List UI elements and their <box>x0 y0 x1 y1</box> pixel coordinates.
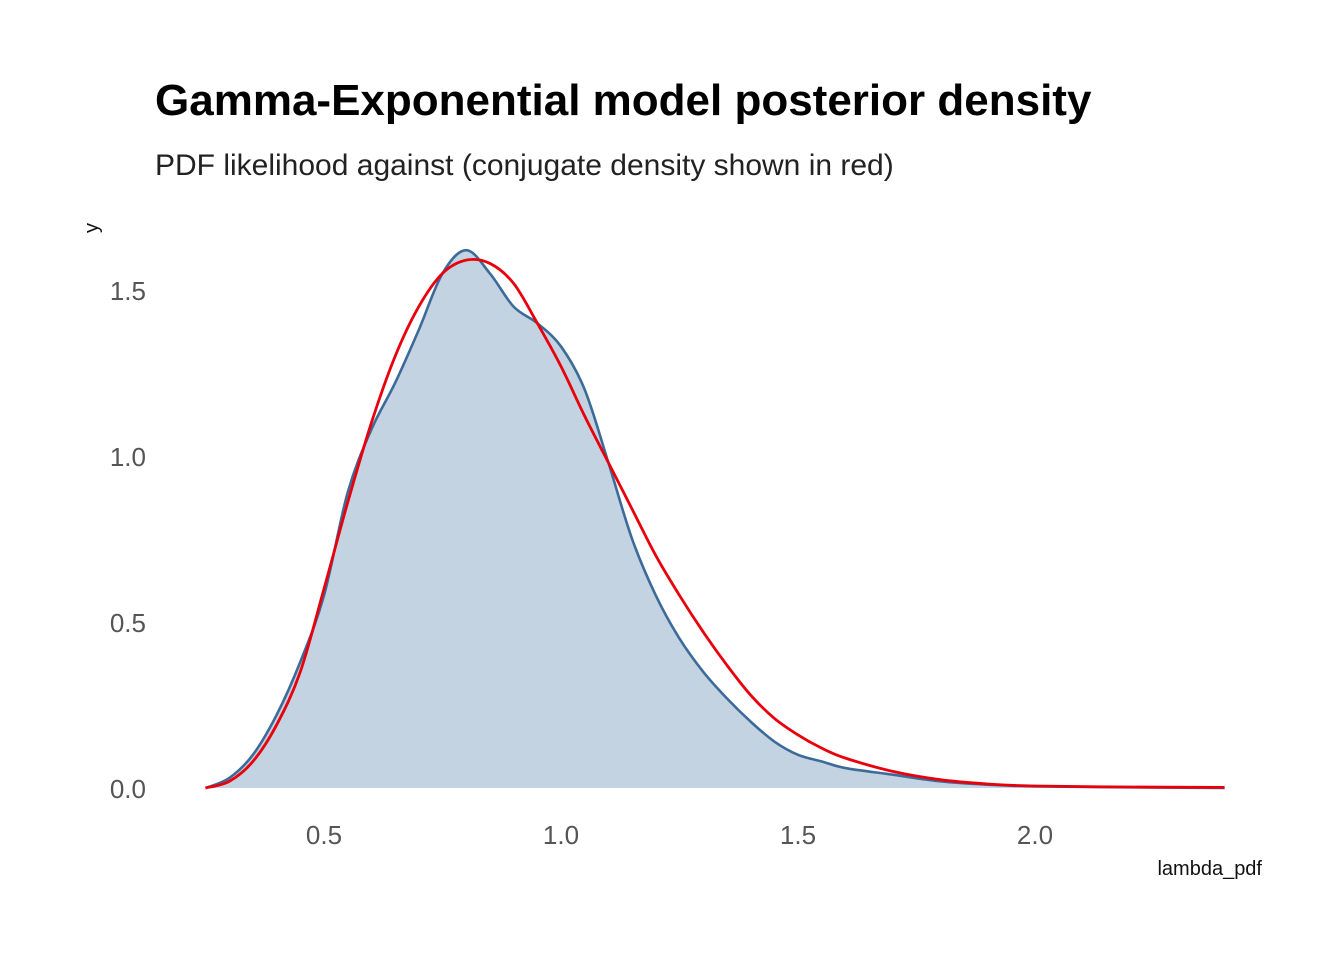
x-tick-label: 1.5 <box>780 820 816 850</box>
x-tick-labels: 0.5 1.0 1.5 2.0 <box>306 820 1053 850</box>
y-tick-label: 0.5 <box>110 608 146 638</box>
y-tick-label: 1.0 <box>110 442 146 472</box>
x-axis-label: lambda_pdf <box>1157 858 1262 880</box>
x-tick-label: 0.5 <box>306 820 342 850</box>
density-area <box>205 250 1225 788</box>
conjugate-density-line <box>205 257 1225 790</box>
y-axis-label: y <box>81 223 103 233</box>
y-tick-label: 1.5 <box>110 276 146 306</box>
y-tick-labels: 0.0 0.5 1.0 1.5 <box>110 276 146 804</box>
plot-area <box>204 248 1225 790</box>
x-tick-label: 2.0 <box>1017 820 1053 850</box>
x-tick-label: 1.0 <box>543 820 579 850</box>
chart-subtitle: PDF likelihood against (conjugate densit… <box>155 149 894 182</box>
chart-title: Gamma-Exponential model posterior densit… <box>155 76 1092 125</box>
y-tick-label: 0.0 <box>110 774 146 804</box>
